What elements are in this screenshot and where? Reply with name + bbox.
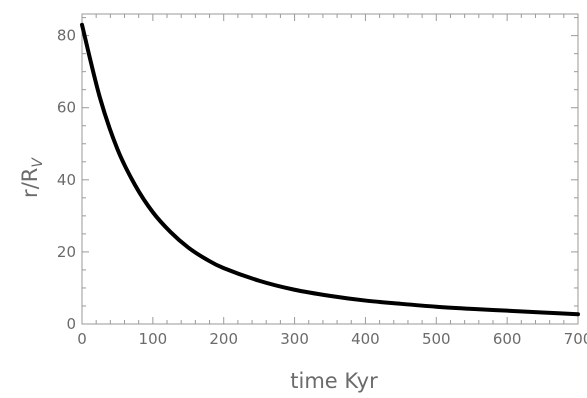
x-tick-label: 700 — [564, 330, 587, 348]
y-tick-label: 0 — [66, 315, 76, 333]
y-tick-label: 80 — [57, 27, 76, 45]
series-layer — [80, 22, 580, 317]
x-axis-label: time Kyr — [290, 369, 378, 393]
plot-border — [81, 13, 579, 325]
x-tick-label: 400 — [351, 330, 380, 348]
plot-frame — [81, 13, 579, 325]
y-axis-label-subscript: V — [30, 157, 46, 168]
series-line — [80, 22, 580, 317]
y-tick-label: 40 — [57, 171, 76, 189]
axis-ticks: 0 100 200 300 400 500 600 700 0 20 40 60 80 — [57, 14, 587, 348]
labels-layer: time Kyr r/RV — [18, 157, 378, 393]
y-tick-label: 60 — [57, 99, 76, 117]
x-tick-label: 500 — [422, 330, 451, 348]
x-tick-label: 0 — [77, 330, 87, 348]
y-axis-label: r/RV — [18, 157, 46, 198]
x-tick-label: 200 — [209, 330, 238, 348]
x-tick-label: 300 — [280, 330, 309, 348]
x-tick-label: 100 — [139, 330, 168, 348]
y-axis-label-main: r/R — [18, 168, 42, 198]
x-tick-label: 600 — [493, 330, 522, 348]
y-tick-label: 20 — [57, 243, 76, 261]
